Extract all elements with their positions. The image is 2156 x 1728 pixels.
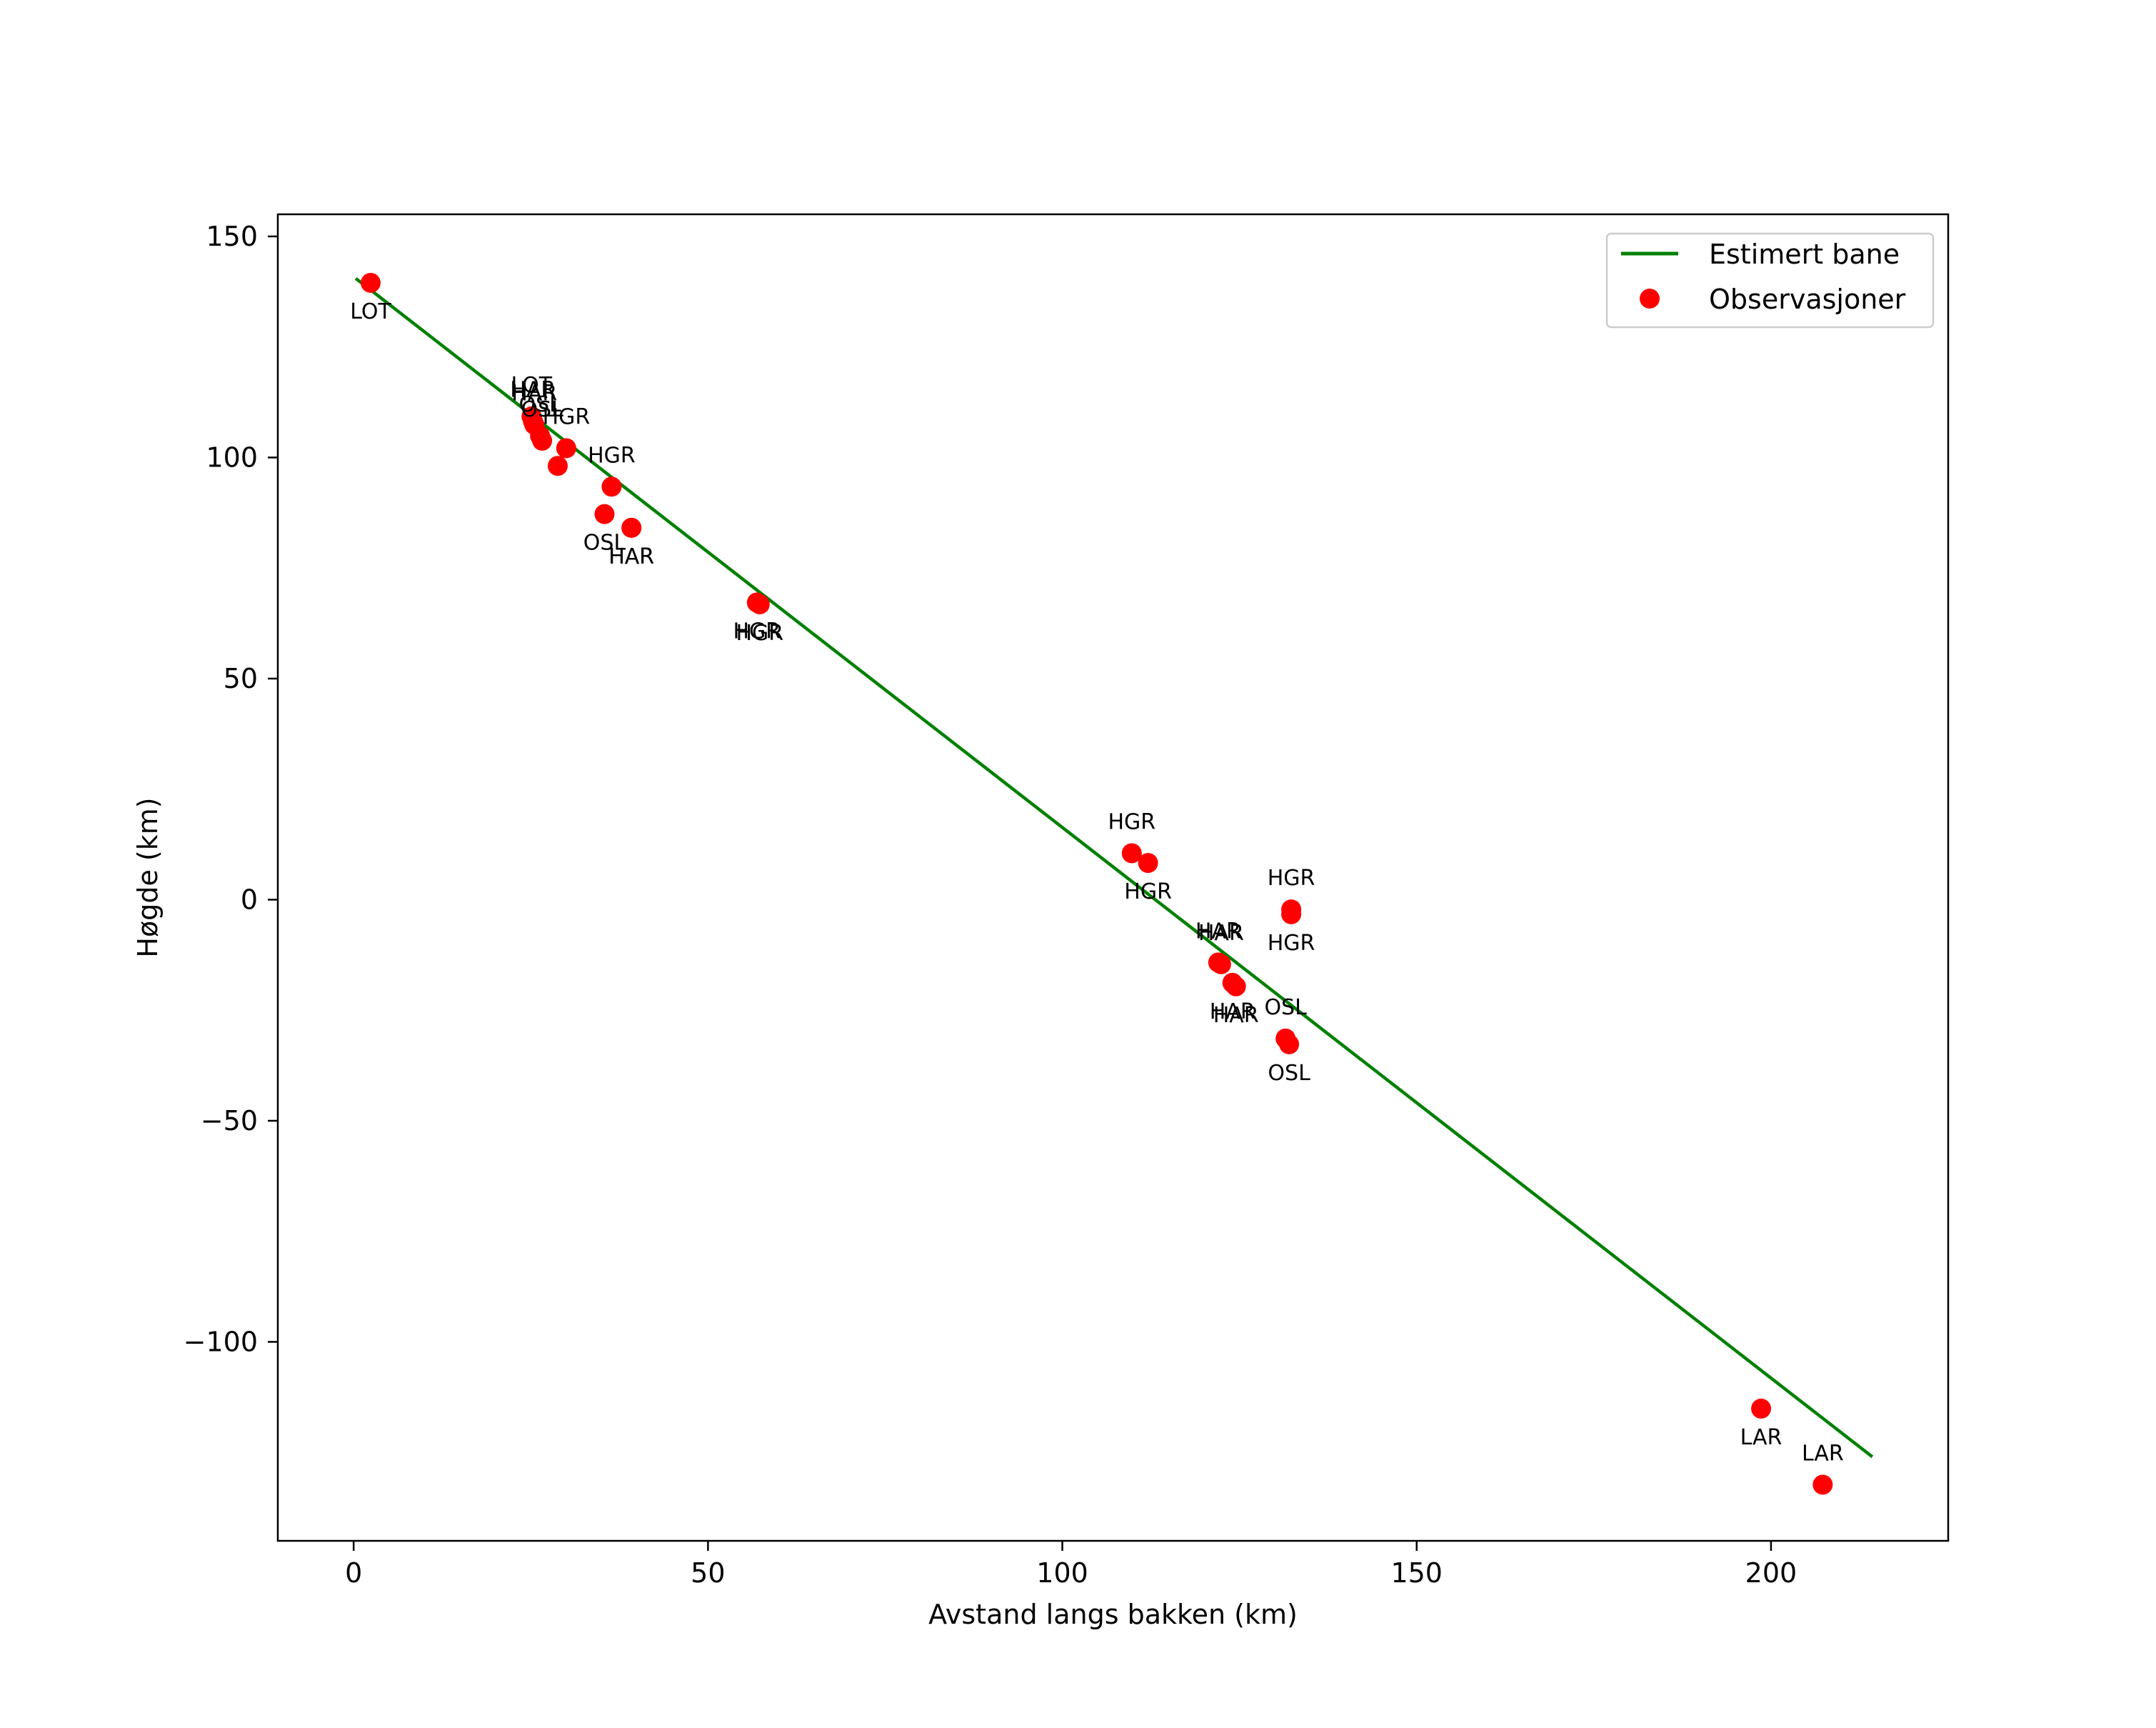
legend-box [1605, 232, 1935, 329]
observation-point [621, 517, 642, 538]
observation-label: LAR [1802, 1441, 1844, 1466]
observation-point [601, 476, 622, 497]
y-tick-label: −50 [201, 1105, 258, 1137]
y-tick-label: 150 [206, 221, 258, 252]
observation-label: HAR [1195, 919, 1241, 944]
legend-dot-swatch [1640, 289, 1660, 309]
plot-area: LOTLOTHARHAROSLOSLHGRHGROSLHARHARHGRHGRH… [350, 272, 1874, 1495]
observation-label: LOT [511, 373, 552, 398]
y-axis-title: Høgde (km) [132, 797, 164, 957]
observation-point [1210, 954, 1231, 974]
y-tick-label: 100 [206, 441, 258, 473]
observation-point [556, 438, 576, 459]
x-axis: 0 50 100 150 200 [345, 1541, 1797, 1589]
observation-label: OSL [1264, 995, 1307, 1020]
observation-label: OSL [583, 531, 626, 556]
observation-point [360, 272, 381, 293]
y-axis: 150 100 50 0 −50 −100 [184, 221, 278, 1357]
x-tick-label: 200 [1745, 1557, 1797, 1589]
axes-frame [276, 213, 1950, 1542]
observation-label: HAR [608, 544, 654, 569]
observation-label: HAR [1213, 1003, 1259, 1028]
observation-point [1751, 1398, 1772, 1419]
observation-label: OSL [1268, 1061, 1310, 1086]
observation-label: HGR [1124, 879, 1172, 904]
observation-point [1225, 976, 1246, 997]
y-tick-label: 50 [224, 663, 258, 694]
observation-label: HAR [511, 381, 557, 406]
observation-point [1121, 843, 1142, 864]
observation-label: HGR [1108, 809, 1155, 834]
estimated-trajectory-line [354, 276, 1874, 1459]
observation-point [749, 594, 770, 614]
legend-line-label: Estimert bane [1709, 239, 1900, 270]
legend: Estimert bane Observasjoner [1605, 232, 1935, 329]
observation-point [547, 456, 568, 476]
observation-label: HGR [1268, 866, 1315, 891]
x-tick-label: 150 [1390, 1557, 1443, 1589]
observation-label: OSL [518, 392, 561, 417]
observation-label: HAR [510, 378, 556, 403]
y-tick-label: 0 [241, 884, 258, 915]
observation-label: HGR [543, 404, 591, 429]
observation-label: HAR [1198, 921, 1244, 946]
observation-point [594, 504, 615, 524]
observation-label: HAR [1210, 999, 1255, 1024]
observation-point [1279, 1034, 1300, 1054]
observation-point [1281, 904, 1302, 924]
observation-label: LAR [1740, 1425, 1783, 1450]
observation-point [1812, 1474, 1833, 1495]
observation-label: HGR [588, 443, 636, 468]
observation-label: HAR [608, 544, 654, 569]
x-tick-label: 100 [1036, 1557, 1088, 1589]
x-axis-title: Avstand langs bakken (km) [928, 1599, 1298, 1630]
observation-label: HGR [1268, 931, 1315, 956]
observation-point [532, 430, 553, 451]
observation-label: OSL [521, 397, 563, 422]
observation-label: HGR [733, 619, 781, 644]
observation-label: LOT [350, 299, 391, 324]
x-tick-label: 50 [691, 1557, 725, 1589]
y-tick-label: −100 [184, 1326, 258, 1357]
x-tick-label: 0 [345, 1557, 362, 1589]
legend-dot-label: Observasjoner [1709, 284, 1906, 315]
observation-point [1138, 853, 1158, 874]
observation-label: HGR [736, 621, 783, 646]
